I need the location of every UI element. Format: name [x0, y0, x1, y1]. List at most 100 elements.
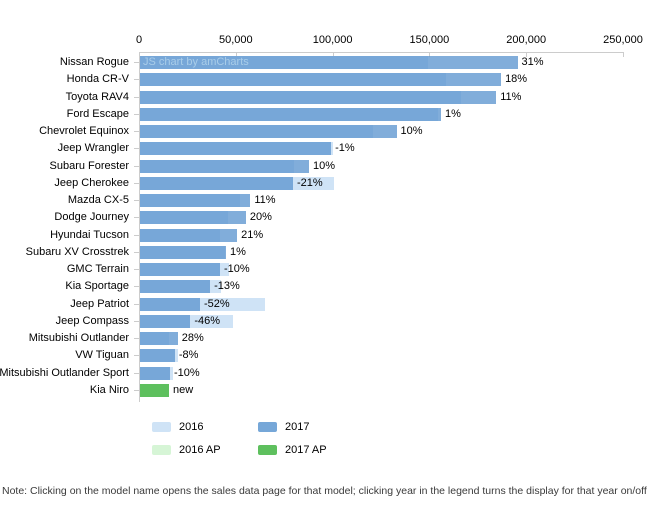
bar-2017[interactable]	[140, 125, 397, 138]
category-row: Nissan Rogue	[0, 54, 139, 71]
bar-value-label: 31%	[521, 56, 544, 68]
model-name-link[interactable]: Honda CR-V	[66, 73, 129, 86]
category-row: Jeep Cherokee	[0, 175, 139, 192]
category-row: Mazda CX-5	[0, 192, 139, 209]
bar-value-label: 11%	[254, 194, 276, 206]
bar-value-label: 21%	[241, 228, 264, 241]
bar-2017[interactable]	[140, 280, 211, 294]
category-row: Hyundai Tucson	[0, 227, 139, 244]
model-name-link[interactable]: Mitsubishi Outlander Sport	[0, 366, 129, 379]
x-axis-tick-label: 50,000	[218, 34, 253, 46]
x-axis-line	[139, 52, 624, 53]
legend-swatch-2017-ap	[258, 444, 277, 455]
legend-swatch-2016	[152, 421, 171, 432]
bar-value-label: 18%	[505, 73, 528, 86]
legend-swatch-2017	[258, 421, 277, 432]
bar-row: 18%	[140, 71, 648, 88]
category-row: Mitsubishi Outlander	[0, 330, 139, 347]
category-tick-mark	[134, 234, 139, 236]
bar-2017[interactable]	[140, 142, 332, 156]
bar-row: -1%	[140, 140, 648, 157]
bar-2017[interactable]	[140, 90, 497, 104]
category-tick-mark	[134, 79, 139, 81]
category-tick-mark	[134, 131, 139, 132]
bar-value-label: 1%	[445, 107, 461, 120]
category-row: Toyota RAV4	[0, 89, 139, 106]
category-tick-mark	[134, 338, 139, 339]
legend-item-2016-ap[interactable]: 2016 AP	[152, 441, 221, 456]
category-tick-mark	[134, 113, 139, 115]
bar-2017[interactable]	[140, 159, 309, 173]
bar-row: 10%	[140, 123, 648, 140]
model-name-link[interactable]: Jeep Wrangler	[57, 142, 129, 155]
category-tick-mark	[134, 372, 139, 374]
model-name-link[interactable]: GMC Terrain	[66, 263, 129, 275]
legend-item-2017-ap[interactable]: 2017 AP	[258, 441, 327, 456]
model-name-link[interactable]: Jeep Compass	[55, 314, 129, 327]
model-name-link[interactable]: Subaru XV Crosstrek	[25, 245, 129, 258]
bar-row: -52%	[140, 296, 648, 313]
category-tick-mark	[134, 286, 139, 288]
bar-value-label: -21%	[296, 176, 323, 189]
category-row: Mitsubishi Outlander Sport	[0, 365, 139, 382]
bar-2017[interactable]	[140, 263, 220, 276]
bar-2017[interactable]	[140, 56, 518, 69]
model-name-link[interactable]: Dodge Journey	[54, 211, 129, 224]
bar-2017[interactable]	[140, 366, 170, 380]
bar-2017[interactable]	[140, 332, 178, 345]
category-row: Ford Escape	[0, 106, 139, 123]
category-row: VW Tiguan	[0, 347, 139, 364]
bar-row: 11%	[140, 192, 648, 209]
bar-2017[interactable]	[140, 297, 201, 311]
category-axis: Nissan Rogue Honda CR-V Toyota RAV4 Ford Es…	[0, 54, 139, 399]
model-name-link[interactable]: Mazda CX-5	[67, 194, 129, 206]
category-row: Kia Niro	[0, 382, 139, 399]
bar-value-label: new	[173, 383, 194, 396]
bar-row: -8%	[140, 347, 648, 364]
x-axis-tick-mark	[623, 52, 624, 57]
model-name-link[interactable]: Jeep Patriot	[70, 297, 129, 310]
bar-2017[interactable]	[140, 73, 502, 87]
model-name-link[interactable]: Nissan Rogue	[59, 56, 129, 68]
model-name-link[interactable]: Kia Niro	[89, 383, 129, 396]
bar-row: 21%	[140, 227, 648, 244]
bar-value-label: 11%	[500, 90, 522, 103]
bar-2017-ap[interactable]	[140, 383, 170, 397]
amcharts-watermark-link[interactable]: JS chart by amCharts	[143, 56, 249, 68]
model-name-link[interactable]: Toyota RAV4	[65, 90, 129, 103]
x-axis-tick-mark	[526, 52, 528, 57]
model-name-link[interactable]: Hyundai Tucson	[50, 228, 129, 241]
category-tick-mark	[134, 148, 139, 150]
bar-2017[interactable]	[140, 245, 226, 259]
category-tick-mark	[134, 389, 139, 391]
bar-row: -46%	[140, 313, 648, 330]
model-name-link[interactable]: Ford Escape	[66, 107, 129, 120]
legend-item-2016[interactable]: 2016	[152, 418, 203, 433]
category-tick-mark	[134, 251, 139, 253]
y-axis-line	[139, 52, 140, 402]
bar-value-label: -1%	[335, 142, 355, 155]
bar-2017[interactable]	[140, 194, 251, 207]
bar-row: 31%	[140, 54, 648, 71]
model-name-link[interactable]: Jeep Cherokee	[54, 176, 129, 189]
bar-2017[interactable]	[140, 107, 442, 121]
bar-2017[interactable]	[140, 176, 293, 190]
category-row: Jeep Wrangler	[0, 140, 139, 157]
legend-item-2017[interactable]: 2017	[258, 418, 309, 433]
bar-2017[interactable]	[140, 228, 238, 242]
model-name-link[interactable]: VW Tiguan	[75, 349, 129, 362]
bar-value-label: 10%	[400, 125, 423, 137]
bar-2017[interactable]	[140, 211, 246, 225]
bar-2017[interactable]	[140, 349, 175, 363]
model-name-link[interactable]: Subaru Forester	[49, 159, 129, 172]
model-name-link[interactable]: Chevrolet Equinox	[39, 125, 129, 137]
category-tick-mark	[134, 62, 139, 63]
model-name-link[interactable]: Mitsubishi Outlander	[28, 332, 129, 344]
category-row: Kia Sportage	[0, 278, 139, 295]
x-axis-tick-label: 100,000	[312, 34, 353, 46]
model-name-link[interactable]: Kia Sportage	[65, 280, 129, 293]
x-axis-tick-mark	[429, 52, 431, 57]
bar-row: 20%	[140, 209, 648, 226]
bar-2017[interactable]	[140, 314, 191, 328]
bar-row: 1%	[140, 106, 648, 123]
